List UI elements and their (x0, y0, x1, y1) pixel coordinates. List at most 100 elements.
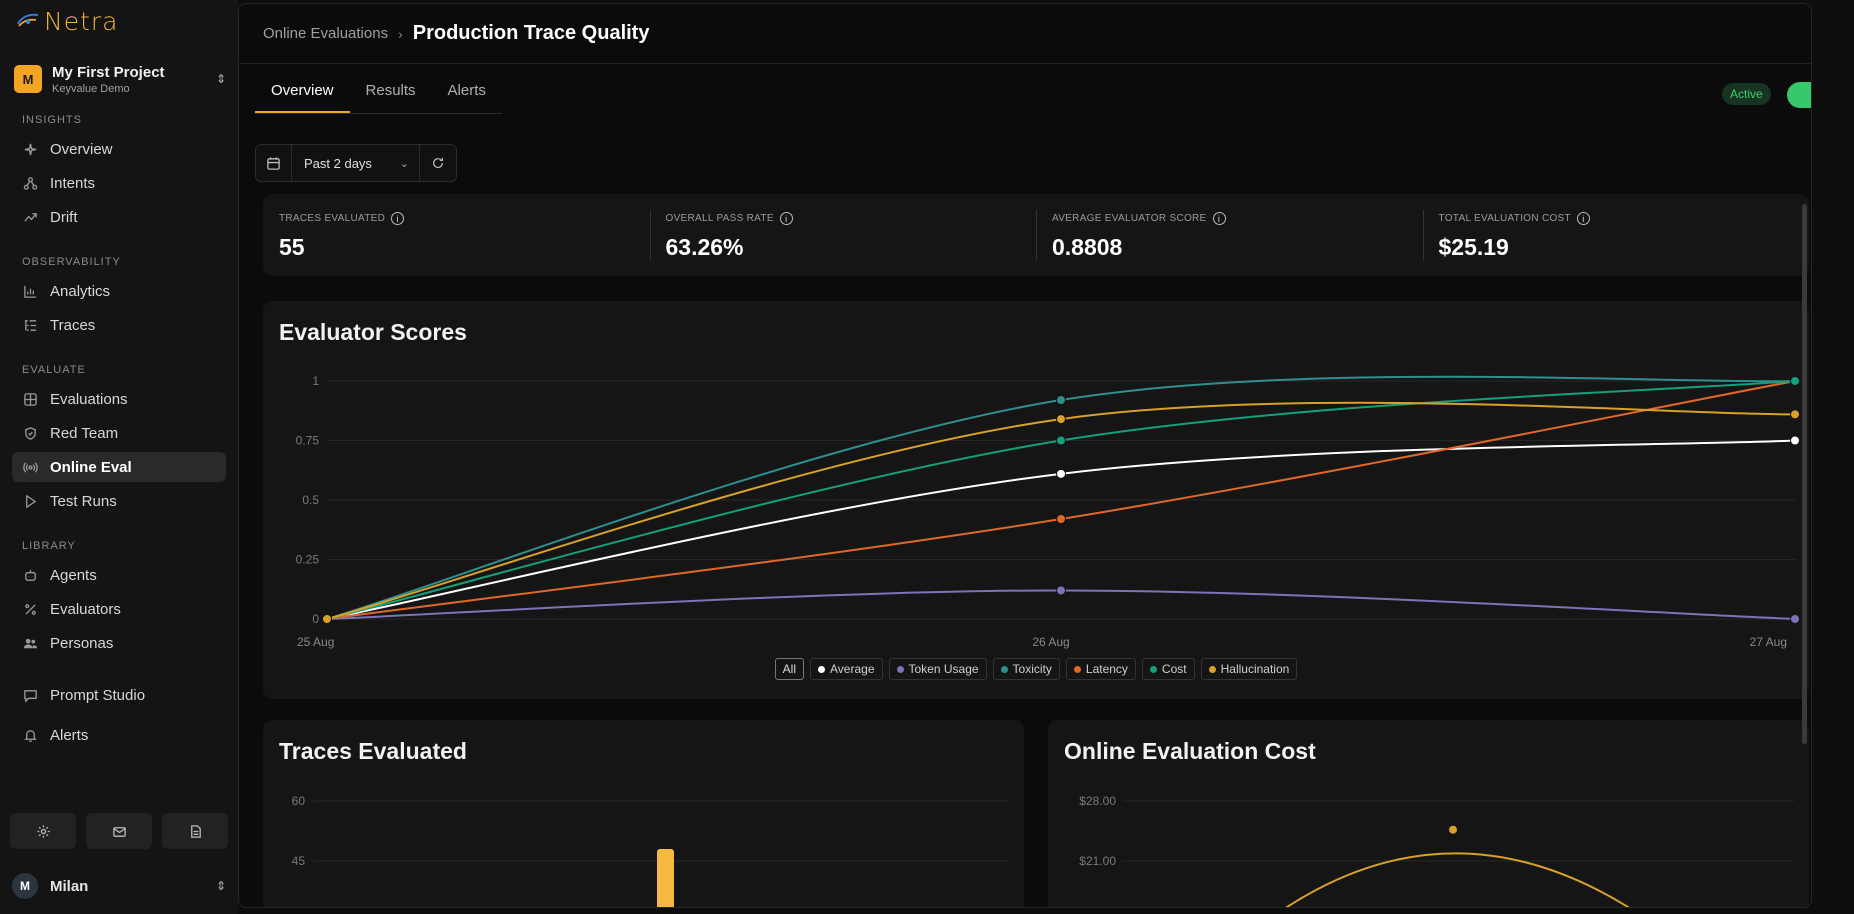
section-label-insights: INSIGHTS (22, 114, 82, 126)
sidebar-item-label: Evaluators (50, 600, 121, 618)
legend-item-cost[interactable]: Cost (1141, 658, 1195, 680)
sidebar-item-agents[interactable]: Agents (12, 560, 226, 590)
refresh-icon (433, 157, 443, 169)
users-icon (22, 635, 38, 651)
legend-item-hallucination[interactable]: Hallucination (1200, 658, 1298, 680)
y-tick-label: 0 (312, 612, 319, 626)
avatar: M (12, 873, 38, 899)
traces-evaluated-chart: 60 45 (292, 794, 1009, 908)
info-icon[interactable]: i (779, 212, 793, 225)
data-point[interactable] (1056, 468, 1066, 479)
trend-icon (22, 209, 38, 225)
cost-line[interactable] (1268, 852, 1648, 908)
section-label-evaluate: EVALUATE (22, 364, 86, 376)
section-label-observability: OBSERVABILITY (22, 256, 121, 268)
logo[interactable]: Netra (0, 0, 238, 42)
tab-alerts[interactable]: Alerts (447, 82, 486, 99)
chart-title: Online Evaluation Cost (1064, 738, 1316, 764)
evaluator-scores-card: Evaluator Scores 0 0.25 0.5 0.75 1 25 Aug 26 A… (263, 301, 1809, 699)
date-range-select[interactable]: Past 2 days ⌄ (292, 145, 420, 181)
series-line-toxicity[interactable] (326, 375, 1796, 620)
sidebar-item-test-runs[interactable]: Test Runs (12, 486, 226, 516)
network-icon (22, 175, 38, 191)
scrollbar[interactable] (1802, 204, 1807, 744)
settings-button[interactable] (10, 813, 76, 849)
sidebar-item-red-team[interactable]: Red Team (12, 418, 226, 448)
legend-label: Average (830, 662, 875, 676)
user-menu[interactable]: M Milan ⇕ (0, 870, 238, 902)
document-icon (190, 824, 201, 838)
tab-bar: Overview Results Alerts (255, 82, 502, 114)
traces-evaluated-card: Traces Evaluated 60 45 (263, 720, 1024, 908)
legend-item-latency[interactable]: Latency (1065, 658, 1136, 680)
stat-traces-evaluated: TRACES EVALUATED i 55 (263, 194, 650, 276)
sidebar-item-alerts[interactable]: Alerts (12, 720, 226, 750)
sidebar-item-analytics[interactable]: Analytics (12, 276, 226, 306)
legend-item-average[interactable]: Average (810, 658, 883, 680)
chart-title: Evaluator Scores (279, 319, 467, 345)
data-point[interactable] (1056, 435, 1066, 446)
sidebar-item-evaluations[interactable]: Evaluations (12, 384, 226, 414)
date-range-label: Past 2 days (304, 155, 372, 171)
sidebar-item-label: Agents (50, 566, 97, 584)
mail-button[interactable] (86, 813, 152, 849)
x-tick-label: 25 Aug (297, 635, 334, 649)
data-point[interactable] (1448, 824, 1458, 835)
data-point[interactable] (322, 614, 332, 624)
sidebar-item-online-eval[interactable]: Online Eval (12, 452, 226, 482)
active-toggle[interactable] (1787, 82, 1811, 108)
y-tick-label: $28.00 (1079, 794, 1116, 808)
gear-icon (36, 824, 50, 838)
stat-value: 0.8808 (1052, 234, 1123, 260)
data-point[interactable] (1790, 435, 1800, 446)
legend-label: Toxicity (1012, 662, 1052, 676)
legend-dot (1149, 665, 1157, 673)
sidebar-item-evaluators[interactable]: Evaluators (12, 594, 226, 624)
stat-average-score: AVERAGE EVALUATOR SCORE i 0.8808 (1036, 194, 1423, 276)
data-point[interactable] (1790, 409, 1800, 420)
stat-label: OVERALL PASS RATE (665, 213, 774, 224)
data-point[interactable] (1056, 395, 1066, 406)
chevron-updown-icon: ⇕ (215, 879, 226, 893)
y-tick-label: $21.00 (1079, 854, 1116, 868)
evaluation-cost-chart: $28.00 $21.00 (1079, 794, 1794, 908)
tab-overview[interactable]: Overview (255, 82, 350, 113)
sidebar-item-intents[interactable]: Intents (12, 168, 226, 198)
breadcrumb-parent[interactable]: Online Evaluations (263, 25, 389, 42)
info-icon[interactable]: i (1212, 212, 1226, 225)
sidebar: Netra M My First Project Keyvalue Demo ⇕… (0, 0, 238, 914)
data-point[interactable] (1790, 376, 1800, 386)
info-icon[interactable]: i (391, 212, 405, 225)
data-point[interactable] (1790, 614, 1800, 624)
data-point[interactable] (1056, 514, 1066, 525)
bar[interactable] (657, 849, 674, 908)
sidebar-item-drift[interactable]: Drift (12, 202, 226, 232)
legend-all-button[interactable]: All (774, 658, 805, 680)
mail-icon (112, 826, 126, 837)
data-point[interactable] (1056, 585, 1066, 596)
refresh-button[interactable] (420, 145, 456, 181)
stat-label: TRACES EVALUATED (279, 213, 386, 224)
sidebar-item-overview[interactable]: Overview (12, 134, 226, 164)
breadcrumb: Online Evaluations › Production Trace Qu… (239, 4, 1811, 64)
chevron-down-icon: ⌄ (399, 157, 409, 170)
user-name: Milan (50, 877, 89, 895)
data-point[interactable] (1056, 414, 1066, 425)
sidebar-item-personas[interactable]: Personas (12, 628, 226, 658)
info-icon[interactable]: i (1576, 212, 1590, 225)
evaluator-scores-chart: 0 0.25 0.5 0.75 1 25 Aug 26 Aug 27 Aug (296, 374, 1800, 649)
logo-text: Netra (44, 6, 119, 36)
legend-item-toxicity[interactable]: Toxicity (992, 658, 1060, 680)
stat-label: TOTAL EVALUATION COST (1438, 213, 1571, 224)
sidebar-item-label: Analytics (50, 282, 111, 300)
y-tick-label: 1 (312, 374, 319, 388)
tab-results[interactable]: Results (365, 82, 416, 99)
chart-title: Traces Evaluated (279, 738, 467, 764)
calendar-button[interactable] (256, 145, 292, 181)
docs-button[interactable] (162, 813, 228, 849)
stat-value: 55 (279, 234, 305, 260)
sidebar-item-prompt-studio[interactable]: Prompt Studio (12, 680, 226, 710)
project-switcher[interactable]: M My First Project Keyvalue Demo ⇕ (0, 56, 238, 102)
sidebar-item-traces[interactable]: Traces (12, 310, 226, 340)
legend-item-token-usage[interactable]: Token Usage (888, 658, 987, 680)
